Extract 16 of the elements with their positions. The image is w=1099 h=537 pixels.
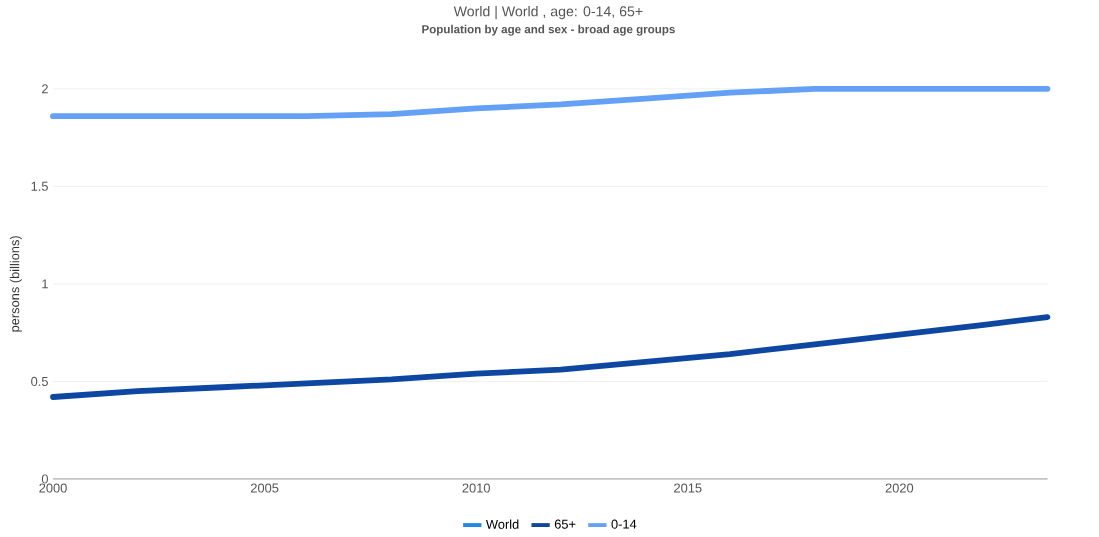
y-tick-label: 1: [42, 279, 48, 289]
y-tick-label: 2: [41, 84, 48, 94]
chart-title: World | World , age: 0-14, 65+: [453, 5, 643, 20]
x-tick-label: 2010: [462, 483, 490, 493]
x-tick-label: 2000: [39, 483, 67, 493]
legend-label: World: [485, 519, 519, 529]
y-axis-title: persons (billions): [9, 235, 22, 332]
y-tick-label: 0.5: [31, 376, 48, 386]
x-tick-label: 2015: [674, 483, 702, 493]
x-tick-label: 2005: [250, 483, 279, 493]
y-tick-label: 1.5: [31, 181, 48, 191]
y-tick-label: 0: [41, 474, 48, 484]
legend-label: 0-14: [611, 519, 637, 529]
x-tick-label: 2020: [885, 483, 914, 493]
legend-label: 65+: [554, 519, 576, 529]
chart-subtitle: Population by age and sex - broad age groups: [422, 24, 675, 36]
